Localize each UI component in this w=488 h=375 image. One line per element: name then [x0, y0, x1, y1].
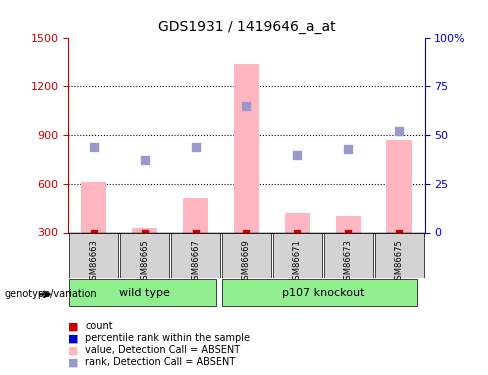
Point — [293, 152, 301, 157]
FancyBboxPatch shape — [222, 279, 417, 306]
Point — [293, 230, 301, 236]
Text: wild type: wild type — [119, 288, 170, 297]
Point — [141, 230, 148, 236]
Bar — [81, 182, 106, 232]
Point — [192, 144, 200, 150]
Point — [141, 158, 148, 164]
Text: ■: ■ — [68, 321, 79, 331]
Text: GSM86667: GSM86667 — [191, 239, 200, 285]
Text: rank, Detection Call = ABSENT: rank, Detection Call = ABSENT — [85, 357, 236, 367]
Text: ■: ■ — [68, 345, 79, 355]
Bar — [132, 228, 157, 232]
Text: GSM86669: GSM86669 — [242, 239, 251, 285]
FancyBboxPatch shape — [171, 232, 220, 278]
FancyBboxPatch shape — [120, 232, 169, 278]
Text: ■: ■ — [68, 333, 79, 343]
Point — [395, 128, 403, 134]
FancyBboxPatch shape — [69, 279, 216, 306]
Text: GSM86671: GSM86671 — [293, 239, 302, 285]
Text: count: count — [85, 321, 113, 331]
Point — [395, 230, 403, 236]
Point — [345, 146, 352, 152]
Point — [243, 230, 250, 236]
Text: GSM86663: GSM86663 — [89, 239, 98, 285]
Point — [192, 230, 200, 236]
Point — [90, 230, 98, 236]
Bar — [183, 198, 208, 232]
Bar — [386, 140, 412, 232]
Text: ■: ■ — [68, 357, 79, 367]
Bar — [336, 216, 361, 232]
Text: value, Detection Call = ABSENT: value, Detection Call = ABSENT — [85, 345, 241, 355]
Bar — [234, 63, 259, 232]
Point — [90, 144, 98, 150]
Text: GSM86673: GSM86673 — [344, 239, 353, 285]
Text: p107 knockout: p107 knockout — [282, 288, 364, 297]
FancyBboxPatch shape — [375, 232, 424, 278]
FancyBboxPatch shape — [222, 232, 271, 278]
Text: GSM86665: GSM86665 — [140, 239, 149, 285]
Bar — [285, 213, 310, 232]
FancyBboxPatch shape — [69, 232, 118, 278]
Title: GDS1931 / 1419646_a_at: GDS1931 / 1419646_a_at — [158, 20, 335, 34]
Point — [243, 103, 250, 109]
Text: GSM86675: GSM86675 — [395, 239, 404, 285]
Text: percentile rank within the sample: percentile rank within the sample — [85, 333, 250, 343]
Point — [345, 230, 352, 236]
FancyBboxPatch shape — [324, 232, 373, 278]
FancyBboxPatch shape — [273, 232, 322, 278]
Text: genotype/variation: genotype/variation — [5, 290, 98, 299]
